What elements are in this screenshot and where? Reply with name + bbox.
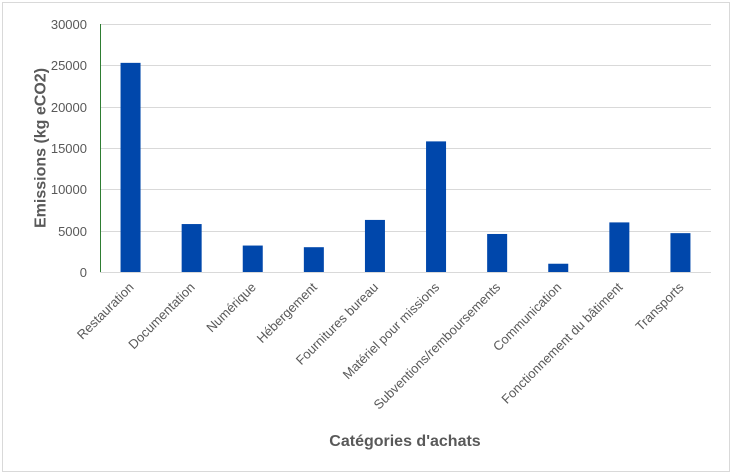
bar <box>242 245 263 272</box>
y-tick-label: 10000 <box>51 182 87 197</box>
y-tick-label: 15000 <box>51 141 87 156</box>
gridlines <box>100 24 711 232</box>
bar <box>120 62 141 272</box>
x-axis-title: Catégories d'achats <box>329 433 481 450</box>
x-tick-label: Fonctionnement du bâtiment <box>498 279 625 406</box>
x-tick-label: Subventions/remboursements <box>371 279 504 412</box>
bars <box>120 62 691 272</box>
x-tick-label: Hébergement <box>254 279 321 346</box>
y-tick-labels: 0 5000 10000 15000 20000 25000 30000 <box>51 17 87 280</box>
bar <box>548 263 569 272</box>
bar <box>181 224 202 272</box>
bar <box>303 247 324 272</box>
y-tick-label: 0 <box>80 265 87 280</box>
x-tick-label: Restauration <box>74 280 137 343</box>
x-tick-label: Numérique <box>203 280 259 336</box>
x-tick-label: Transports <box>632 279 687 334</box>
bar <box>426 141 447 272</box>
bar <box>609 222 630 272</box>
bar <box>670 233 691 272</box>
y-tick-label: 30000 <box>51 17 87 32</box>
y-axis-title: Emissions (kg eCO2) <box>33 68 50 228</box>
bar <box>487 233 508 272</box>
y-tick-label: 20000 <box>51 100 87 115</box>
bar <box>364 219 385 272</box>
y-tick-label: 5000 <box>58 224 87 239</box>
y-tick-label: 25000 <box>51 58 87 73</box>
